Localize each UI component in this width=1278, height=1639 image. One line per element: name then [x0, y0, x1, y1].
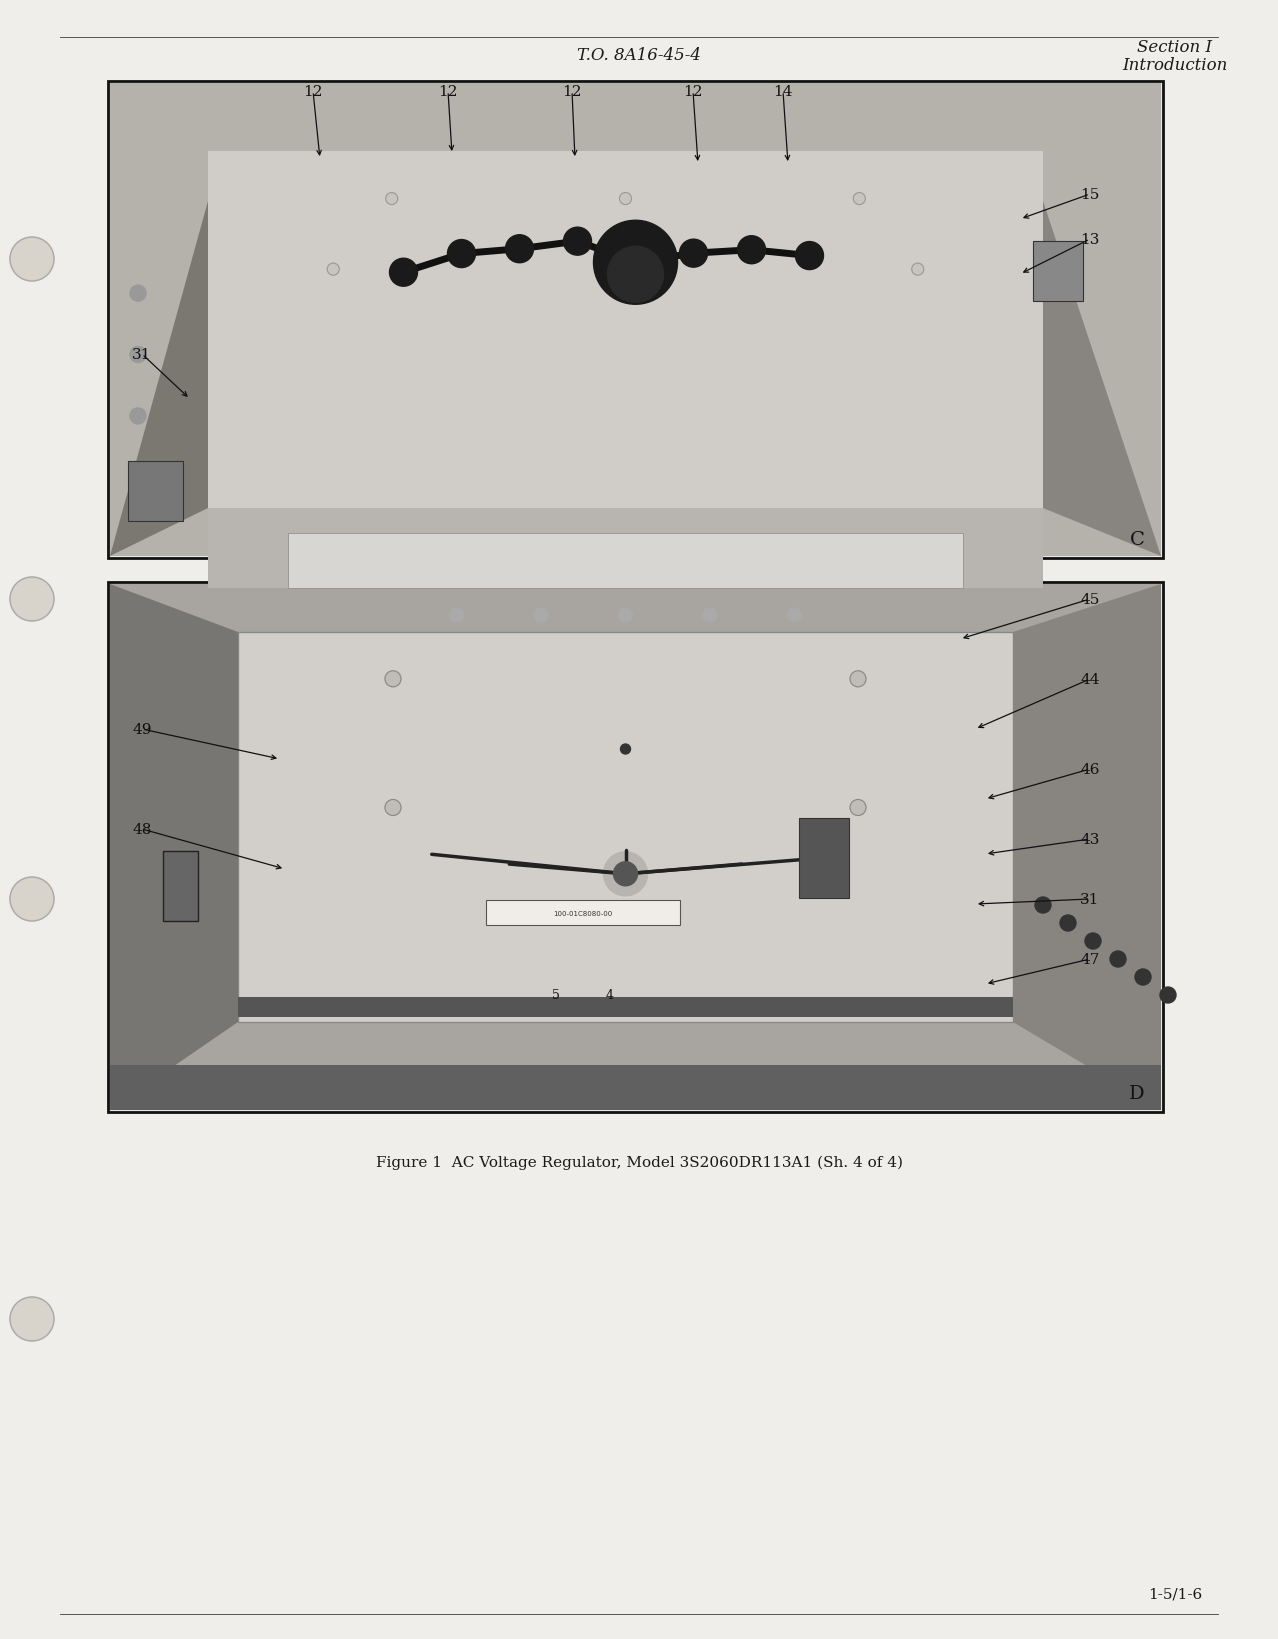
Circle shape [564, 228, 592, 256]
Circle shape [130, 285, 146, 302]
Text: 100-01C8080-00: 100-01C8080-00 [553, 910, 612, 916]
Circle shape [737, 236, 766, 264]
Text: T.O. 8A16-45-4: T.O. 8A16-45-4 [576, 46, 702, 64]
Bar [208, 508, 1043, 588]
Text: 15: 15 [1080, 188, 1099, 202]
Text: 13: 13 [1080, 233, 1099, 247]
Circle shape [506, 236, 533, 264]
Circle shape [1059, 916, 1076, 931]
Text: 14: 14 [773, 85, 792, 98]
Bar [110, 84, 1160, 557]
Circle shape [10, 238, 54, 282]
Circle shape [327, 264, 339, 275]
Text: Introduction: Introduction [1122, 57, 1228, 74]
Circle shape [130, 347, 146, 364]
Text: 47: 47 [1080, 952, 1099, 967]
Circle shape [130, 408, 146, 425]
Circle shape [10, 877, 54, 921]
Bar [288, 534, 964, 588]
Text: 49: 49 [132, 723, 152, 736]
Circle shape [703, 608, 717, 623]
Bar [238, 633, 1013, 1023]
Text: 43: 43 [1080, 833, 1099, 846]
Text: 12: 12 [303, 85, 323, 98]
Circle shape [447, 241, 475, 269]
Circle shape [593, 221, 677, 305]
Circle shape [607, 247, 663, 303]
Circle shape [795, 243, 823, 270]
Circle shape [911, 264, 924, 275]
Circle shape [850, 672, 866, 687]
Circle shape [450, 608, 464, 623]
Circle shape [1085, 934, 1102, 949]
Bar [208, 152, 1043, 508]
Circle shape [385, 800, 401, 816]
Circle shape [619, 608, 633, 623]
Bar [799, 820, 850, 898]
Text: 31: 31 [1080, 893, 1099, 906]
Circle shape [620, 193, 631, 205]
Circle shape [534, 608, 548, 623]
Circle shape [1035, 898, 1051, 913]
Circle shape [385, 672, 401, 687]
Text: 12: 12 [684, 85, 703, 98]
Circle shape [603, 852, 648, 897]
Polygon shape [1043, 202, 1160, 557]
Text: 1-5/1-6: 1-5/1-6 [1148, 1587, 1203, 1601]
Text: 5: 5 [552, 988, 560, 1001]
Text: 12: 12 [562, 85, 581, 98]
Bar [110, 585, 1160, 1110]
Circle shape [1111, 951, 1126, 967]
Circle shape [1160, 987, 1176, 1003]
Circle shape [850, 800, 866, 816]
Text: 44: 44 [1080, 672, 1100, 687]
Circle shape [10, 577, 54, 621]
Bar [110, 1065, 1160, 1110]
Circle shape [1135, 969, 1151, 985]
Polygon shape [1013, 585, 1160, 1110]
Text: Figure 1  AC Voltage Regulator, Model 3S2060DR113A1 (Sh. 4 of 4): Figure 1 AC Voltage Regulator, Model 3S2… [376, 1155, 902, 1170]
Text: 46: 46 [1080, 762, 1100, 777]
Circle shape [680, 239, 708, 269]
Bar [128, 462, 183, 521]
Text: Section I: Section I [1137, 39, 1213, 56]
Bar [486, 900, 680, 926]
Text: C: C [1130, 531, 1145, 549]
Bar [109, 582, 1163, 1113]
Bar [164, 851, 198, 921]
Circle shape [621, 744, 630, 754]
Polygon shape [110, 202, 208, 557]
Bar [238, 998, 1013, 1018]
Circle shape [613, 862, 638, 887]
Circle shape [10, 1296, 54, 1341]
Bar [109, 82, 1163, 559]
Text: 4: 4 [606, 988, 613, 1001]
Circle shape [787, 608, 801, 623]
Text: 31: 31 [133, 347, 152, 362]
Circle shape [620, 264, 631, 275]
Text: 12: 12 [438, 85, 458, 98]
Circle shape [390, 259, 418, 287]
Text: 48: 48 [133, 823, 152, 836]
Polygon shape [110, 585, 238, 1110]
Text: 45: 45 [1080, 593, 1099, 606]
Circle shape [854, 193, 865, 205]
Text: D: D [1130, 1085, 1145, 1103]
Bar [1033, 243, 1082, 302]
Circle shape [386, 193, 397, 205]
